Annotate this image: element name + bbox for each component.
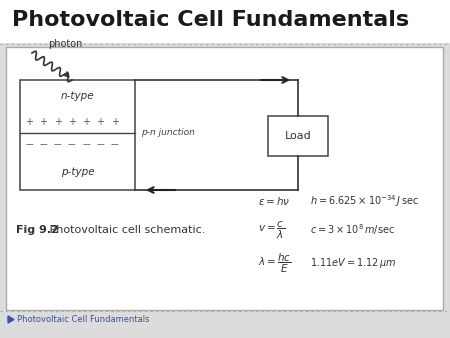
FancyBboxPatch shape [0,0,450,43]
Text: +: + [54,117,62,127]
Text: —: — [111,140,119,149]
Text: +: + [68,117,76,127]
Text: $1.11eV = 1.12\,\mu m$: $1.11eV = 1.12\,\mu m$ [310,256,396,270]
FancyBboxPatch shape [268,116,328,156]
Text: Fig 9.2: Fig 9.2 [16,225,59,235]
Text: p-n junction: p-n junction [141,128,195,137]
Text: —: — [25,140,33,149]
Text: —: — [40,140,47,149]
Text: +: + [39,117,47,127]
Polygon shape [8,316,14,323]
Text: —: — [68,140,76,149]
Text: $\lambda = \dfrac{hc}{E}$: $\lambda = \dfrac{hc}{E}$ [258,251,292,275]
Text: Photovoltaic Cell Fundamentals: Photovoltaic Cell Fundamentals [12,10,409,30]
Text: —: — [97,140,104,149]
Text: +: + [25,117,33,127]
Text: $v = \dfrac{c}{\lambda}$: $v = \dfrac{c}{\lambda}$ [258,219,285,241]
Text: +: + [96,117,104,127]
Text: $c = 3 \times 10^{8}\,m / \mathrm{sec}$: $c = 3 \times 10^{8}\,m / \mathrm{sec}$ [310,223,395,237]
FancyBboxPatch shape [20,80,135,190]
Text: n-type: n-type [61,91,94,101]
Text: —: — [54,140,61,149]
Text: +: + [82,117,90,127]
Text: Photovoltaic cell schematic.: Photovoltaic cell schematic. [46,225,205,235]
Text: p-type: p-type [61,167,94,177]
Text: —: — [82,140,90,149]
Text: photon: photon [48,39,82,49]
Text: Load: Load [284,131,311,141]
Text: $h = 6.625 \times 10^{-34}\,J\,\mathrm{sec}$: $h = 6.625 \times 10^{-34}\,J\,\mathrm{s… [310,193,419,209]
Text: Photovoltaic Cell Fundamentals: Photovoltaic Cell Fundamentals [17,315,149,324]
Text: $\varepsilon = h\nu$: $\varepsilon = h\nu$ [258,195,290,207]
FancyBboxPatch shape [6,47,443,310]
Text: +: + [111,117,119,127]
